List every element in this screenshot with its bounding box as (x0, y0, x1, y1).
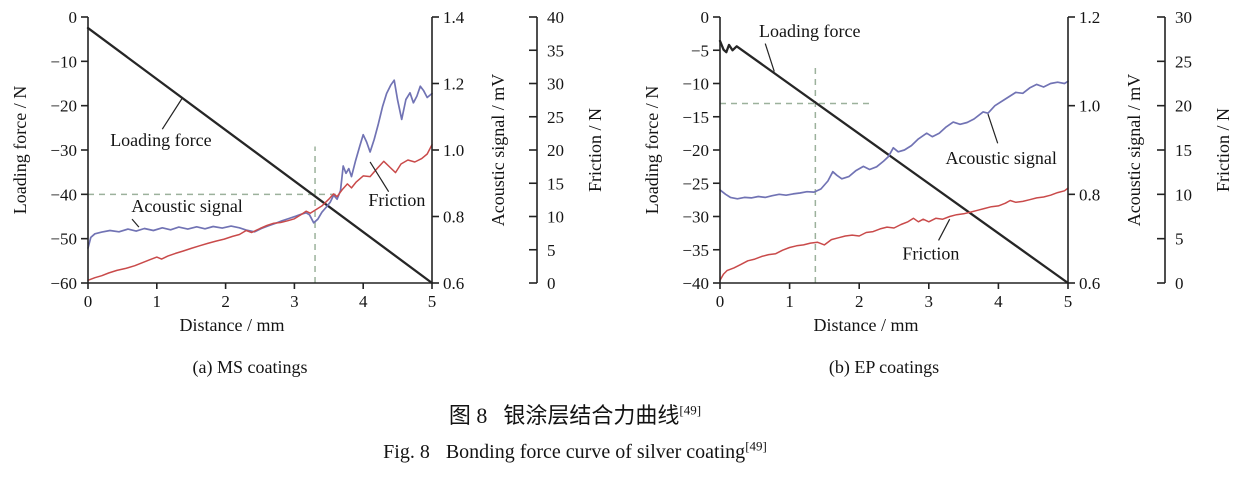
tick-label-right-outer: 15 (1175, 141, 1192, 160)
series-friction (87, 143, 433, 282)
tick-label-left: −25 (682, 174, 709, 193)
axis-title-acoustic-signal: Acoustic signal / mV (488, 74, 508, 226)
tick-label-left: −60 (50, 274, 77, 293)
chart-subtitle: (a) MS coatings (193, 357, 308, 378)
chart-ep-coatings: 0 −5 −10 −15 −20 −25 −30 −35 −40 0 1 2 3 4 5 1.2 1.0 0.8 0… (642, 8, 1233, 378)
tick-label-left: −35 (682, 241, 709, 260)
series-acoustic-signal (719, 80, 1069, 200)
annotation-acoustic-signal: Acoustic signal (131, 196, 242, 216)
annotation-loading-force: Loading force (110, 130, 211, 150)
series-loading-force (86, 26, 434, 285)
tick-label-left: −50 (50, 230, 77, 249)
tick-label-right-outer: 20 (1175, 97, 1192, 116)
series-friction (719, 187, 1069, 282)
tick-label-left: −20 (50, 97, 77, 116)
tick-label-x: 2 (855, 292, 864, 311)
axis-title-acoustic-signal: Acoustic signal / mV (1124, 74, 1144, 226)
tick-label-x: 2 (221, 292, 230, 311)
tick-label-right-inner: 0.8 (443, 208, 464, 227)
tick-label-x: 4 (994, 292, 1003, 311)
annotation-leader-friction (369, 161, 390, 192)
tick-label-right-inner: 1.2 (1079, 8, 1100, 27)
annotation-leader-friction (938, 218, 951, 241)
tick-label-right-outer: 10 (1175, 185, 1192, 204)
annotation-leader-loading-force (161, 97, 183, 130)
tick-label-x: 5 (428, 292, 437, 311)
tick-label-right-outer: 25 (547, 108, 564, 127)
tick-label-right-outer: 10 (547, 208, 564, 227)
tick-label-x: 1 (153, 292, 162, 311)
caption-zh-citation: [49] (679, 402, 702, 418)
caption-zh-text: 银涂层结合力曲线 (503, 403, 680, 428)
axis-title-distance: Distance / mm (814, 315, 919, 335)
caption-en-citation: [49] (745, 438, 767, 454)
caption-en-text: Bonding force curve of silver coating (445, 441, 746, 463)
tick-label-x: 3 (290, 292, 299, 311)
tick-label-right-outer: 30 (547, 75, 564, 94)
tick-label-right-outer: 25 (1175, 52, 1192, 71)
caption-english: Fig. 8 Bonding force curve of silver coat… (0, 438, 1150, 464)
tick-label-left: −40 (682, 274, 709, 293)
tick-label-right-outer: 0 (547, 274, 556, 293)
tick-label-left: −10 (682, 75, 709, 94)
annotation-acoustic-signal: Acoustic signal (945, 148, 1056, 168)
tick-label-right-inner: 1.0 (1079, 97, 1100, 116)
caption-chinese: 图 8 银涂层结合力曲线[49] (0, 398, 1150, 430)
tick-label-left: −15 (682, 108, 709, 127)
tick-label-right-outer: 5 (1175, 230, 1184, 249)
chart-ms-coatings: 0 −10 −20 −30 −40 −50 −60 0 1 2 3 4 5 1.4 1.2 1.0 0.8 0.6… (10, 8, 605, 378)
annotation-leader-acoustic-signal (131, 218, 140, 228)
tick-label-left: −10 (50, 52, 77, 71)
tick-label-x: 4 (359, 292, 368, 311)
axis-title-distance: Distance / mm (180, 315, 285, 335)
axis-title-friction: Friction / N (1213, 108, 1233, 192)
tick-label-x: 0 (84, 292, 93, 311)
tick-label-right-inner: 0.6 (443, 274, 464, 293)
tick-label-right-inner: 1.0 (443, 141, 464, 160)
chart-subtitle: (b) EP coatings (829, 357, 939, 378)
annotation-leader-loading-force (764, 43, 775, 72)
axis-title-friction: Friction / N (585, 108, 605, 192)
tick-label-left: −5 (691, 41, 709, 60)
tick-label-left: −30 (50, 141, 77, 160)
tick-label-right-outer: 30 (1175, 8, 1192, 27)
tick-label-right-inner: 1.4 (443, 8, 465, 27)
tick-label-right-outer: 20 (547, 141, 564, 160)
tick-label-left: −20 (682, 141, 709, 160)
tick-label-right-inner: 0.6 (1079, 274, 1100, 293)
axis-title-loading-force: Loading force / N (642, 86, 662, 214)
axis-title-loading-force: Loading force / N (10, 86, 30, 214)
annotation-friction: Friction (368, 190, 425, 210)
tick-label-x: 1 (785, 292, 794, 311)
tick-label-right-outer: 0 (1175, 274, 1184, 293)
tick-label-x: 5 (1064, 292, 1073, 311)
tick-label-left: −40 (50, 185, 77, 204)
tick-label-right-inner: 1.2 (443, 75, 464, 94)
annotation-friction: Friction (902, 244, 959, 264)
series-acoustic-signal (87, 79, 433, 249)
annotation-leader-acoustic-signal (987, 113, 999, 144)
caption-en-fig-label: Fig. 8 (383, 441, 430, 463)
tick-label-right-outer: 35 (547, 41, 564, 60)
tick-label-x: 3 (925, 292, 934, 311)
tick-label-left: 0 (69, 8, 78, 27)
tick-label-x: 0 (716, 292, 725, 311)
tick-label-left: 0 (701, 8, 710, 27)
tick-label-right-inner: 0.8 (1079, 185, 1100, 204)
caption-zh-fig-label: 图 8 (448, 403, 488, 428)
annotation-loading-force: Loading force (759, 21, 860, 41)
series-loading-force (718, 39, 1070, 285)
tick-label-right-outer: 15 (547, 174, 564, 193)
tick-label-left: −30 (682, 208, 709, 227)
tick-label-right-outer: 5 (547, 241, 556, 260)
tick-label-right-outer: 40 (547, 8, 564, 27)
